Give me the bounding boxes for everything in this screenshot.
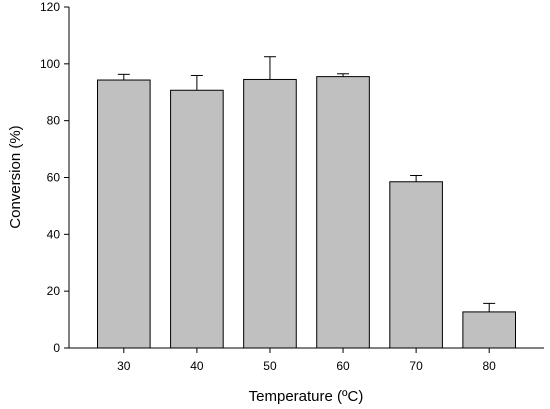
x-tick-label: 30: [117, 359, 131, 373]
x-tick-label: 60: [336, 359, 350, 373]
x-tick-label: 80: [483, 359, 497, 373]
y-tick-label: 40: [47, 227, 61, 241]
y-tick-label: 0: [53, 341, 60, 355]
error-bars-group: [117, 56, 496, 312]
bar: [97, 79, 151, 349]
y-ticks-group: 0 20 40 60 80 100 120: [40, 0, 69, 355]
bar: [316, 76, 370, 349]
bar: [389, 181, 443, 349]
x-tick-label: 50: [263, 359, 277, 373]
bar: [462, 311, 516, 349]
x-tick-label: 40: [190, 359, 204, 373]
y-tick-label: 60: [47, 171, 61, 185]
y-tick-label: 80: [47, 114, 61, 128]
x-axis-title: Temperature (ºC): [249, 388, 364, 405]
bars-group: [97, 76, 516, 349]
bar: [170, 89, 224, 349]
y-tick-label: 100: [40, 57, 60, 71]
y-tick-label: 120: [40, 0, 60, 14]
y-axis-title: Conversion (%): [7, 125, 24, 228]
plot-area: 0 20 40 60 80 100 120 30 40 50 60 70 80: [40, 0, 544, 373]
x-tick-label: 70: [409, 359, 423, 373]
y-tick-label: 20: [47, 284, 61, 298]
bar: [243, 78, 297, 349]
x-ticks-group: 30 40 50 60 70 80: [117, 348, 496, 373]
